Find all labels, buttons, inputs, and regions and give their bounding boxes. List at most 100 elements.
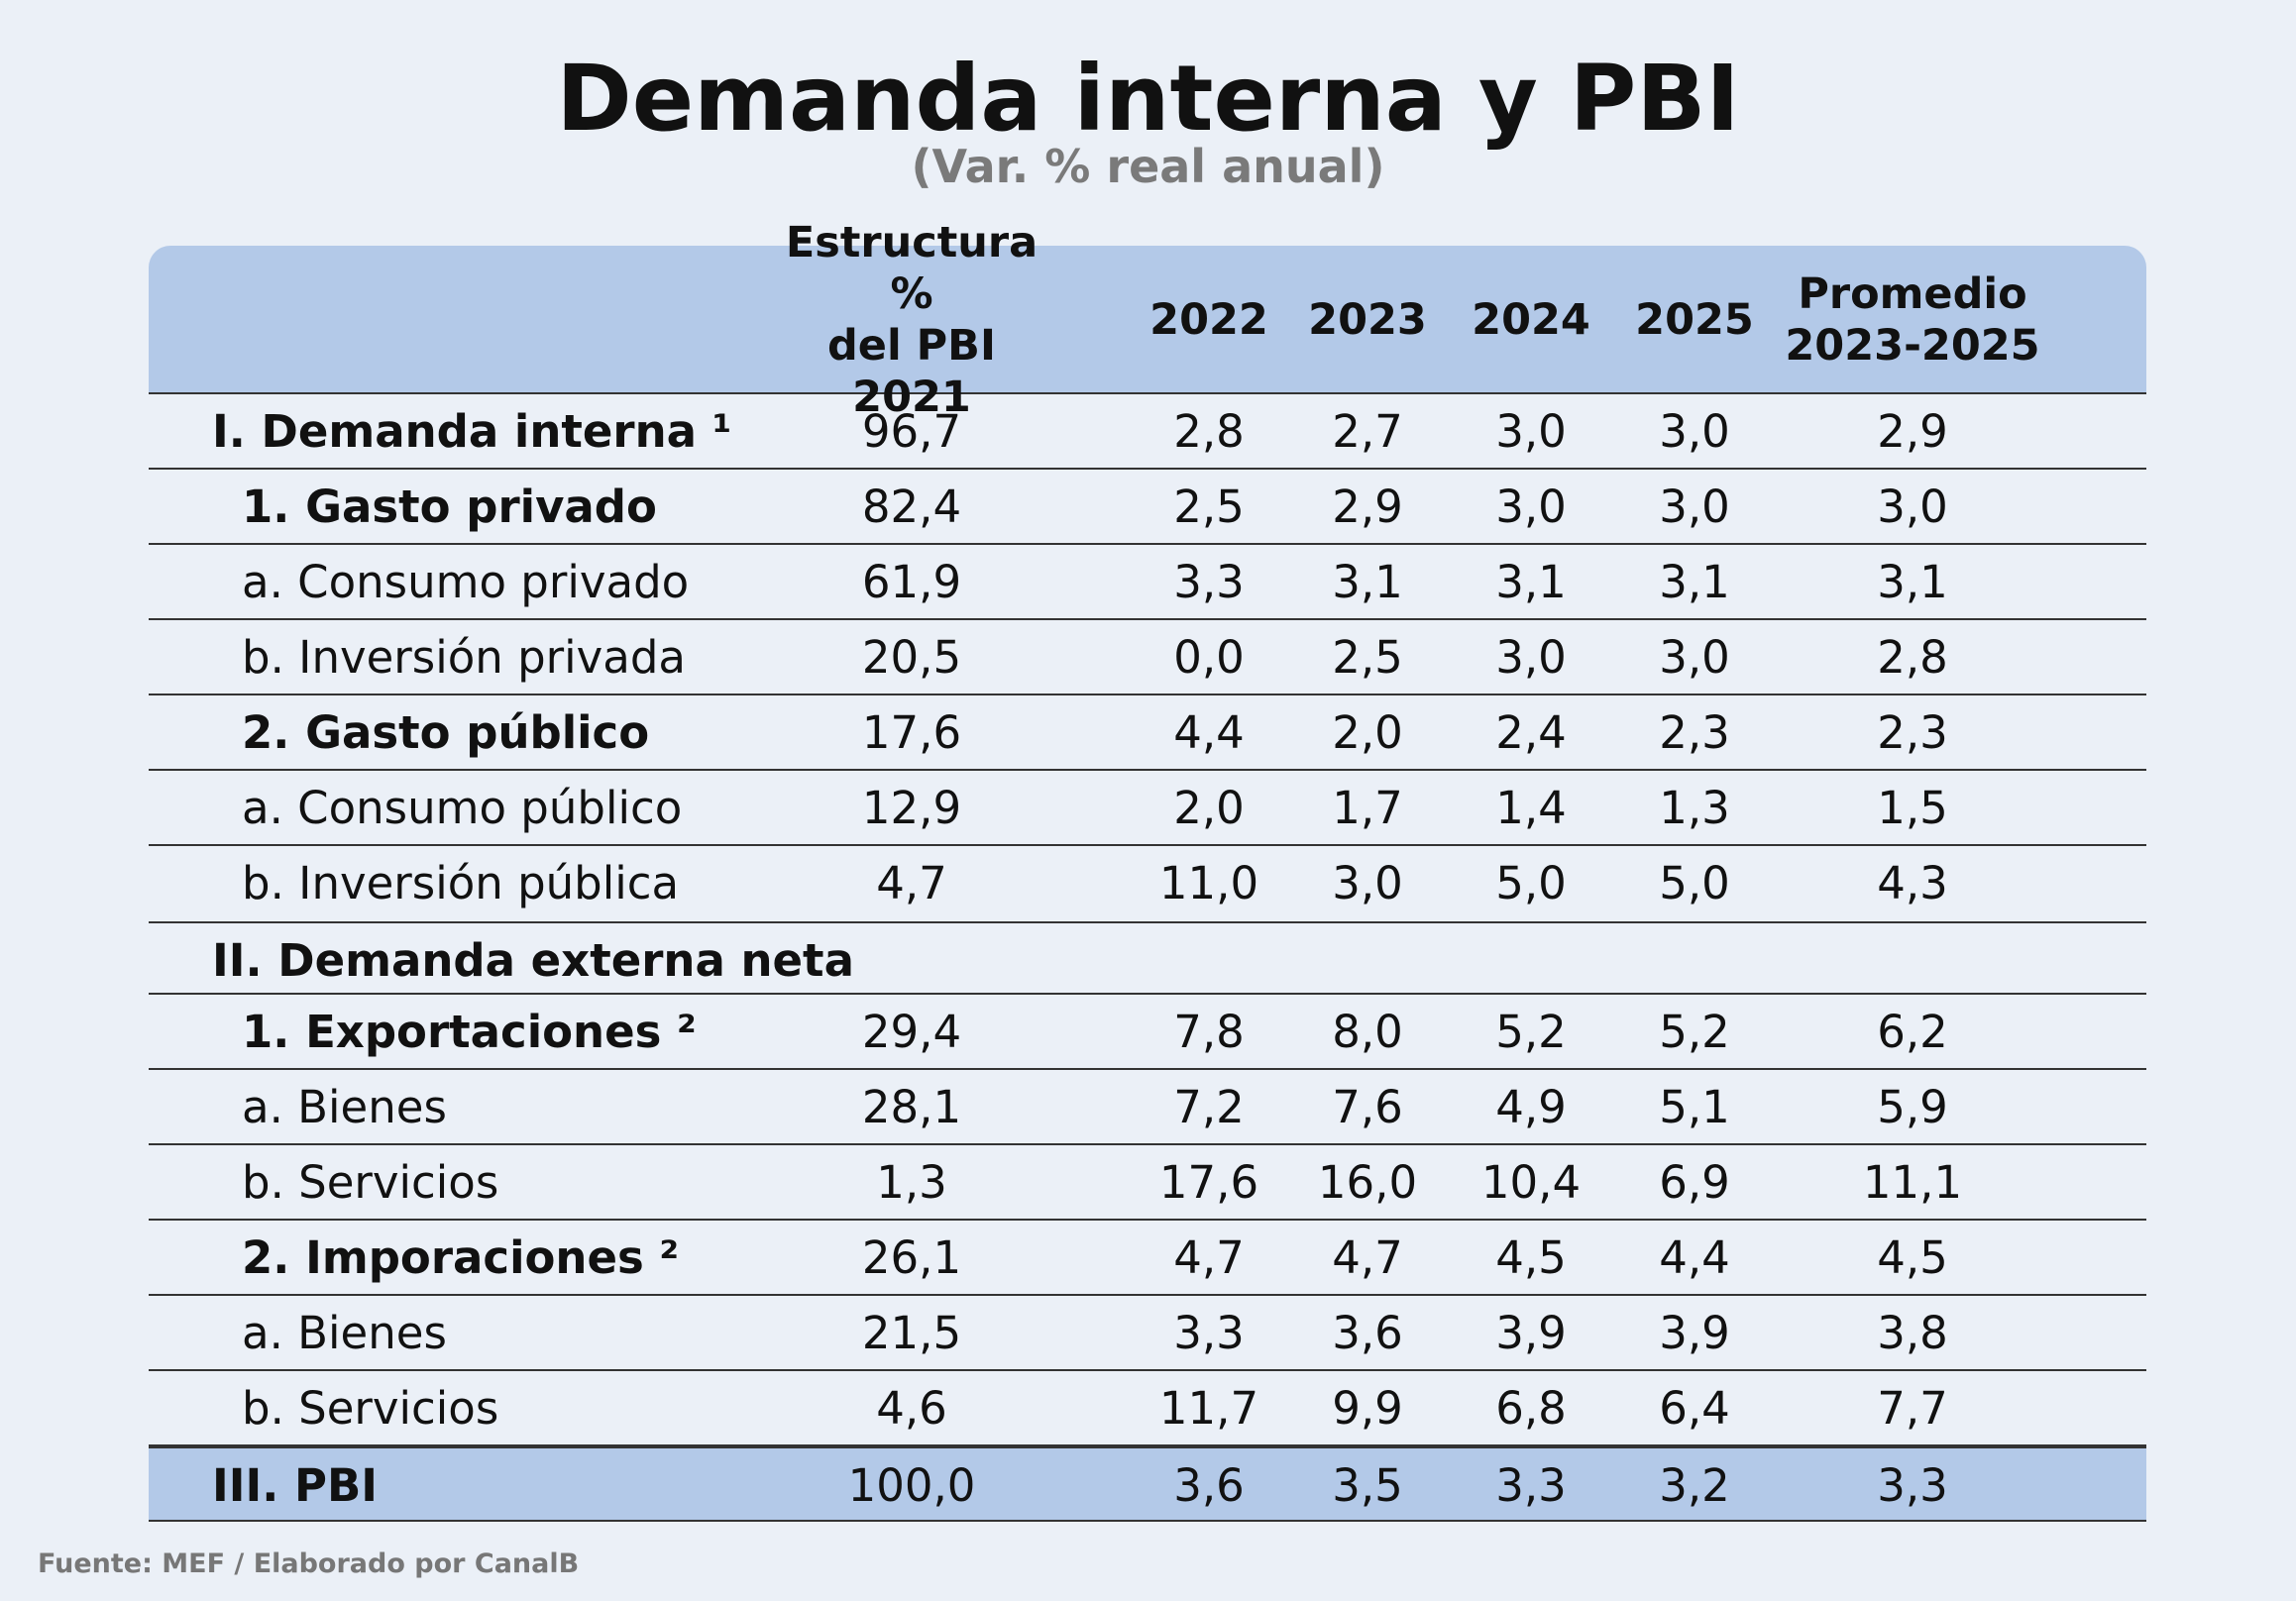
cell-y2025: 1,3	[1659, 781, 1730, 834]
cell-y2023: 1,7	[1332, 781, 1403, 834]
cell-y2024: 3,3	[1495, 1458, 1567, 1512]
column-header-estructura: Estructura % del PBI 2021	[783, 218, 1040, 422]
cell-y2023: 2,5	[1332, 630, 1403, 684]
cell-y2024: 2,4	[1495, 705, 1567, 759]
row-label: b. Servicios	[242, 1155, 499, 1209]
cell-y2022: 4,7	[1173, 1230, 1245, 1284]
cell-y2022: 11,0	[1158, 856, 1259, 909]
cell-y2024: 1,4	[1495, 781, 1567, 834]
column-header-line: del PBI 2021	[827, 321, 996, 422]
cell-y2025: 3,0	[1659, 480, 1730, 533]
column-header-line: 2023-2025	[1785, 321, 2040, 371]
cell-y2022: 7,8	[1173, 1005, 1245, 1058]
cell-promedio: 2,3	[1877, 705, 1948, 759]
cell-promedio: 4,5	[1877, 1230, 1948, 1284]
cell-promedio: 7,7	[1877, 1381, 1948, 1435]
cell-y2022: 2,8	[1173, 404, 1245, 458]
cell-y2022: 11,7	[1158, 1381, 1259, 1435]
cell-y2025: 6,4	[1659, 1381, 1730, 1435]
cell-estructura: 28,1	[861, 1080, 962, 1133]
cell-y2022	[1130, 923, 1288, 997]
cell-y2024: 3,9	[1495, 1306, 1567, 1359]
cell-y2025: 5,1	[1659, 1080, 1730, 1133]
cell-promedio: 1,5	[1877, 781, 1948, 834]
column-header-y2023: 2023	[1288, 246, 1447, 394]
row-label: 2. Gasto público	[242, 705, 650, 759]
table-row: a. Bienes 21,5 3,3 3,6 3,9 3,9 3,8	[149, 1296, 2146, 1371]
cell-promedio: 3,3	[1877, 1458, 1948, 1512]
cell-promedio: 5,9	[1877, 1080, 1948, 1133]
row-label: a. Consumo público	[242, 781, 683, 834]
cell-y2024: 6,8	[1495, 1381, 1567, 1435]
cell-y2023: 2,9	[1332, 480, 1403, 533]
column-header-promedio: Promedio 2023-2025	[1784, 246, 2041, 394]
cell-estructura: 12,9	[861, 781, 962, 834]
table-row: III. PBI 100,0 3,6 3,5 3,3 3,2 3,3	[149, 1446, 2146, 1522]
cell-y2025	[1615, 923, 1774, 997]
cell-y2023: 8,0	[1332, 1005, 1403, 1058]
cell-y2025: 4,4	[1659, 1230, 1730, 1284]
cell-y2024: 4,9	[1495, 1080, 1567, 1133]
source-note: Fuente: MEF / Elaborado por CanalB	[38, 1548, 580, 1579]
cell-estructura: 61,9	[861, 555, 962, 608]
cell-y2022: 2,5	[1173, 480, 1245, 533]
cell-y2022: 3,3	[1173, 1306, 1245, 1359]
cell-y2024: 5,0	[1495, 856, 1567, 909]
cell-y2025: 5,2	[1659, 1005, 1730, 1058]
cell-y2023	[1288, 923, 1447, 997]
cell-y2022: 4,4	[1173, 705, 1245, 759]
row-label: 1. Gasto privado	[242, 480, 657, 533]
cell-y2025: 6,9	[1659, 1155, 1730, 1209]
cell-estructura: 29,4	[861, 1005, 962, 1058]
row-label: I. Demanda interna ¹	[212, 404, 732, 458]
cell-y2025: 3,1	[1659, 555, 1730, 608]
cell-y2023: 16,0	[1317, 1155, 1418, 1209]
cell-estructura: 96,7	[861, 404, 962, 458]
table-row: 1. Gasto privado 82,4 2,5 2,9 3,0 3,0 3,0	[149, 470, 2146, 545]
cell-promedio: 6,2	[1877, 1005, 1948, 1058]
row-label: b. Inversión privada	[242, 630, 687, 684]
column-header-y2025: 2025	[1615, 246, 1774, 394]
cell-y2023: 3,1	[1332, 555, 1403, 608]
cell-y2025: 3,0	[1659, 404, 1730, 458]
cell-y2024: 3,1	[1495, 555, 1567, 608]
table-row: b. Servicios 4,6 11,7 9,9 6,8 6,4 7,7	[149, 1371, 2146, 1446]
cell-estructura	[783, 923, 1040, 997]
column-header-line: Promedio	[1798, 269, 2027, 319]
cell-estructura: 1,3	[876, 1155, 947, 1209]
chart-subtitle: (Var. % real anual)	[911, 140, 1385, 193]
cell-y2024: 3,0	[1495, 630, 1567, 684]
data-table: Estructura % del PBI 2021 2022 2023 2024 2025…	[149, 218, 2146, 1522]
row-label: 2. Imporaciones ²	[242, 1230, 680, 1284]
table-row: b. Servicios 1,3 17,6 16,0 10,4 6,9 11,1	[149, 1145, 2146, 1221]
cell-y2025: 5,0	[1659, 856, 1730, 909]
cell-y2022: 0,0	[1173, 630, 1245, 684]
column-header-line: Estructura %	[785, 218, 1039, 319]
column-header-line: 2024	[1472, 295, 1590, 345]
cell-estructura: 26,1	[861, 1230, 962, 1284]
row-label: 1. Exportaciones ²	[242, 1005, 697, 1058]
table-row: I. Demanda interna ¹ 96,7 2,8 2,7 3,0 3,0 2,9	[149, 394, 2146, 470]
cell-promedio: 4,3	[1877, 856, 1948, 909]
cell-y2024	[1447, 923, 1615, 997]
cell-y2022: 17,6	[1158, 1155, 1259, 1209]
cell-y2023: 2,7	[1332, 404, 1403, 458]
chart-title: Demanda interna y PBI	[556, 46, 1740, 152]
row-label: III. PBI	[212, 1458, 379, 1512]
table-row: a. Consumo privado 61,9 3,3 3,1 3,1 3,1 3,1	[149, 545, 2146, 620]
column-header-line: 2025	[1635, 295, 1754, 345]
cell-promedio: 3,8	[1877, 1306, 1948, 1359]
row-label: II. Demanda externa neta	[212, 933, 854, 987]
table-row: 2. Gasto público 17,6 4,4 2,0 2,4 2,3 2,3	[149, 695, 2146, 771]
cell-y2022: 7,2	[1173, 1080, 1245, 1133]
column-header-label	[149, 246, 783, 394]
table-row: a. Bienes 28,1 7,2 7,6 4,9 5,1 5,9	[149, 1070, 2146, 1145]
column-header-line: 2023	[1308, 295, 1427, 345]
cell-y2023: 4,7	[1332, 1230, 1403, 1284]
cell-y2025: 3,0	[1659, 630, 1730, 684]
cell-y2023: 7,6	[1332, 1080, 1403, 1133]
cell-y2023: 9,9	[1332, 1381, 1403, 1435]
cell-y2023: 3,6	[1332, 1306, 1403, 1359]
cell-y2023: 2,0	[1332, 705, 1403, 759]
table-row: b. Inversión pública 4,7 11,0 3,0 5,0 5,0 4,3	[149, 846, 2146, 923]
